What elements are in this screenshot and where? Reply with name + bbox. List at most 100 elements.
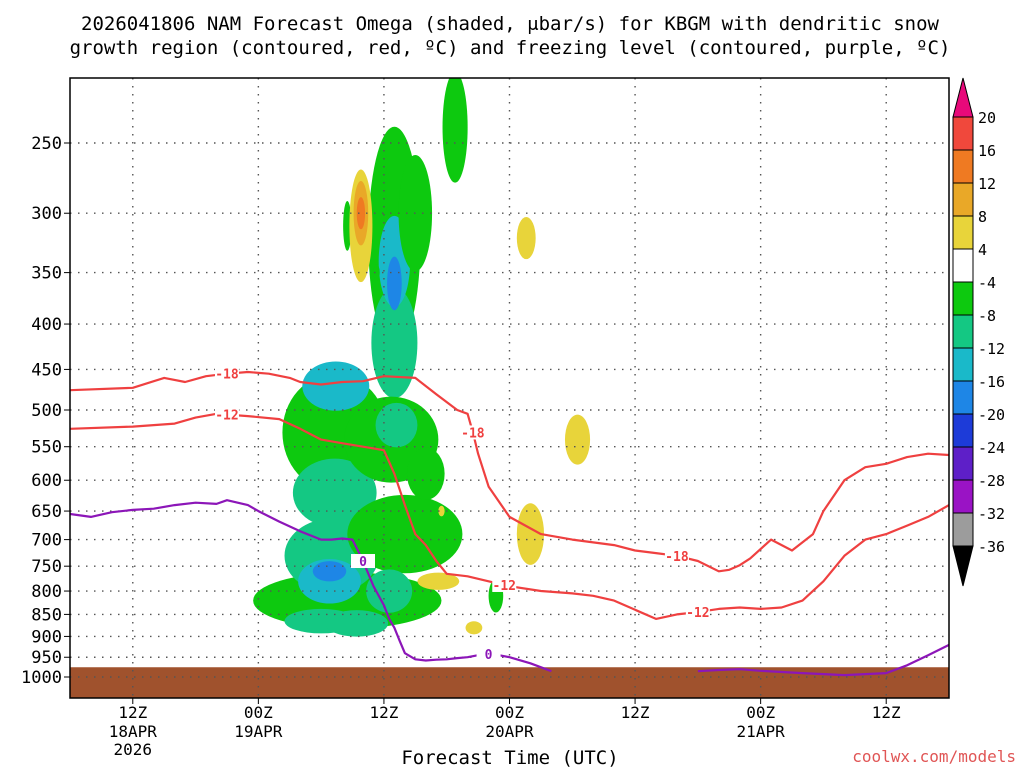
colorbar-box-7	[952, 314, 974, 349]
colorbar-label-7: -12	[978, 340, 1005, 358]
x-tick-label-30: 12Z	[369, 703, 398, 722]
colorbar-box-12	[952, 479, 974, 514]
contour-line-3	[697, 643, 949, 677]
colorbar-label-12: -32	[978, 505, 1005, 523]
omega-cell-2	[292, 458, 377, 528]
omega-cell-28	[516, 503, 545, 565]
colorbar-label-9: -20	[978, 406, 1005, 424]
x-axis-label: Forecast Time (UTC)	[401, 747, 618, 768]
y-tick-label-850: 850	[31, 605, 62, 625]
contour-label-0-1: -18	[461, 426, 485, 441]
contour-label-1-2: -12	[686, 606, 709, 621]
colorbar-label-13: -36	[978, 538, 1005, 556]
y-tick-label-350: 350	[31, 264, 62, 284]
colorbar-box-9	[952, 380, 974, 415]
y-tick-label-300: 300	[31, 204, 62, 224]
contour-label-bg-1-1	[492, 577, 517, 592]
colorbar-bottom-arrow	[952, 545, 974, 587]
y-tick-label-700: 700	[31, 531, 62, 551]
omega-cell-29	[417, 572, 460, 590]
colorbar-box-4	[952, 215, 974, 250]
contour-label-bg-1-0	[214, 407, 239, 422]
y-tick-label-950: 950	[31, 648, 62, 668]
contour-label-bg-0-1	[460, 425, 485, 440]
contour-label-0-2: -18	[665, 550, 689, 565]
omega-cell-30	[465, 621, 483, 635]
x-tick-date-42: 20APR	[485, 722, 534, 741]
y-tick-label-500: 500	[31, 401, 62, 421]
colorbar-label-2: 12	[978, 175, 996, 193]
colorbar-label-6: -8	[978, 307, 996, 325]
colorbar-label-1: 16	[978, 142, 996, 160]
colorbar-box-5	[952, 248, 974, 283]
y-tick-label-400: 400	[31, 315, 62, 335]
x-tick-label-66: 00Z	[746, 703, 775, 722]
colorbar-box-13	[952, 512, 974, 547]
x-tick-label-18: 00Z	[244, 703, 273, 722]
colorbar-label-0: 20	[978, 109, 996, 127]
omega-cell-20	[343, 200, 352, 251]
contour-label-1-1: -12	[493, 579, 516, 594]
contour-line-0	[70, 370, 949, 573]
contour-lines: -18 -18 -18 -12 -12 -12 0 0	[70, 366, 949, 677]
colorbar-box-8	[952, 347, 974, 382]
colorbar-box-10	[952, 413, 974, 448]
omega-cell-25	[356, 197, 366, 230]
omega-cell-15	[347, 494, 463, 574]
y-tick-label-1000: 1000	[21, 668, 62, 688]
chart-title-line-1: 2026041806 NAM Forecast Omega (shaded, μ…	[81, 13, 939, 35]
omega-cell-16	[366, 569, 413, 613]
y-tick-label-900: 900	[31, 627, 62, 647]
y-tick-label-450: 450	[31, 360, 62, 380]
credit-text: coolwx.com/models	[852, 747, 1016, 766]
x-tick-date-66: 21APR	[737, 722, 786, 741]
x-tick-date-6: 18APR	[109, 722, 158, 741]
omega-cell-7	[325, 610, 389, 637]
omega-cell-12	[387, 256, 402, 311]
contour-label-bg-0-0	[214, 366, 239, 381]
colorbar-top-arrow	[952, 77, 974, 118]
colorbar-label-3: 8	[978, 208, 987, 226]
colorbar-label-5: -4	[978, 274, 996, 292]
y-tick-label-650: 650	[31, 502, 62, 522]
omega-cell-19	[442, 78, 468, 183]
y-tick-label-800: 800	[31, 582, 62, 602]
colorbar-box-6	[952, 281, 974, 316]
contour-label-2-0: 0	[359, 555, 367, 570]
omega-cell-26	[516, 217, 536, 260]
contour-label-bg-0-2	[664, 548, 689, 563]
y-tick-label-600: 600	[31, 471, 62, 491]
colorbar-label-10: -24	[978, 439, 1005, 457]
y-tick-label-250: 250	[31, 134, 62, 154]
y-tick-label-550: 550	[31, 438, 62, 458]
colorbar-box-2	[952, 149, 974, 184]
plot-area	[70, 78, 949, 698]
omega-cell-8	[302, 361, 370, 411]
surface-ground	[70, 667, 949, 698]
y-axis: 2503003504004505005506006507007508008509…	[21, 134, 70, 688]
colorbar-label-4: 4	[978, 241, 987, 259]
colorbar: 20 16 12 8 4 -4 -8 -12 -16 -20 -24 -28 -32 -36	[952, 77, 1005, 587]
contour-label-bg-2-1	[476, 646, 501, 661]
x-tick-year-6: 2026	[114, 740, 153, 759]
colorbar-box-3	[952, 182, 974, 217]
x-tick-label-42: 00Z	[495, 703, 524, 722]
x-tick-label-78: 12Z	[872, 703, 901, 722]
colorbar-label-11: -28	[978, 472, 1005, 490]
omega-cell-14	[375, 402, 418, 448]
omega-shading	[253, 78, 591, 637]
x-tick-label-6: 12Z	[118, 703, 147, 722]
contour-label-bg-1-2	[685, 605, 710, 620]
contour-label-1-0: -12	[215, 409, 238, 424]
omega-cell-21	[373, 264, 380, 281]
omega-cell-10	[371, 287, 418, 399]
omega-cell-31	[438, 505, 445, 517]
colorbar-label-8: -16	[978, 373, 1005, 391]
omega-cell-27	[564, 414, 591, 465]
x-tick-date-18: 19APR	[234, 722, 283, 741]
chart-title-line-2: growth region (contoured, red, ºC) and f…	[70, 37, 951, 59]
colorbar-box-1	[952, 116, 974, 151]
contour-line-2	[70, 499, 552, 673]
x-tick-label-54: 12Z	[621, 703, 650, 722]
